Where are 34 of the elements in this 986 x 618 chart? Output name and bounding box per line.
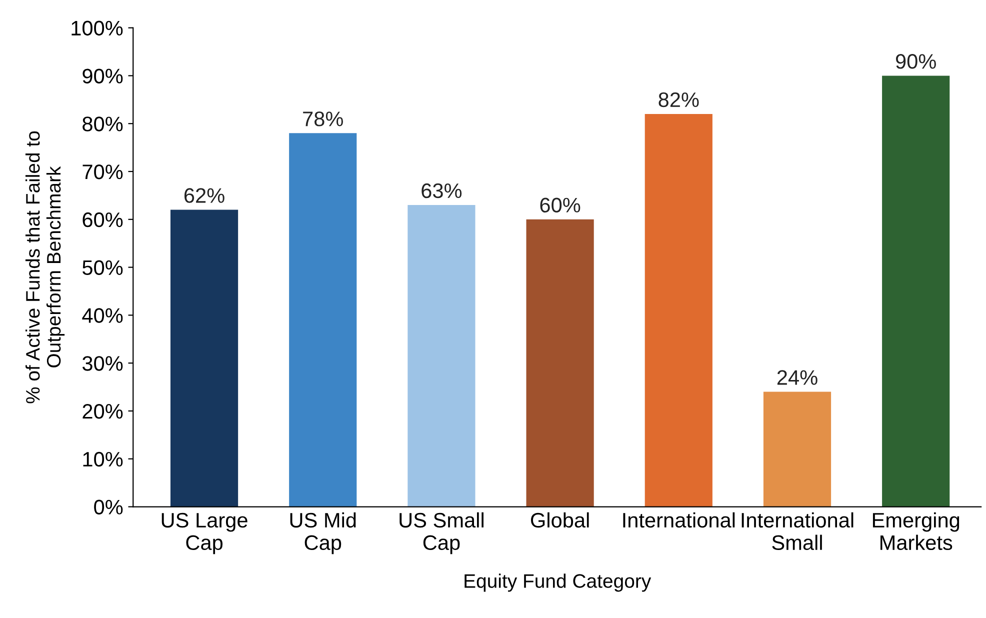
x-tick-label: US Small Cap [400,512,484,554]
bar [644,114,712,507]
x-tick-label: US Large Cap [162,512,248,554]
y-tick-label: 20% [82,404,123,419]
y-tick-label: 40% [82,308,123,323]
bar [408,205,476,507]
x-tick-label: International [623,512,735,528]
data-label: 62% [184,188,224,203]
y-tick-label: 60% [82,212,123,228]
y-tick-label: 70% [82,164,123,180]
x-tick-label: Emerging Markets [872,512,960,550]
x-tick-label: Global [530,512,589,528]
y-tick-label: 30% [82,356,123,371]
y-tick-label: 0% [94,500,123,515]
x-axis-title: Equity Fund Category [464,574,652,592]
y-tick-label: 50% [82,260,123,276]
data-label: 24% [777,370,818,385]
data-label: 90% [896,54,936,69]
y-tick-label: 10% [83,452,123,467]
bar [289,133,357,507]
x-tick-label: US Mid Cap [290,512,356,554]
data-label: 63% [422,183,462,198]
data-label: 60% [540,198,580,212]
bar [882,76,950,507]
data-label: 82% [658,92,699,108]
bar [526,219,594,507]
y-axis-title: % of Active Funds that Failed to Outperform Benchmark [25,131,65,404]
bar [763,392,832,507]
data-label: 78% [303,112,343,126]
y-tick-label: 100% [72,20,123,36]
y-tick-label: 90% [82,68,123,84]
bar [170,210,238,507]
x-tick-label: International Small [742,512,854,550]
y-tick-label: 80% [82,116,123,132]
